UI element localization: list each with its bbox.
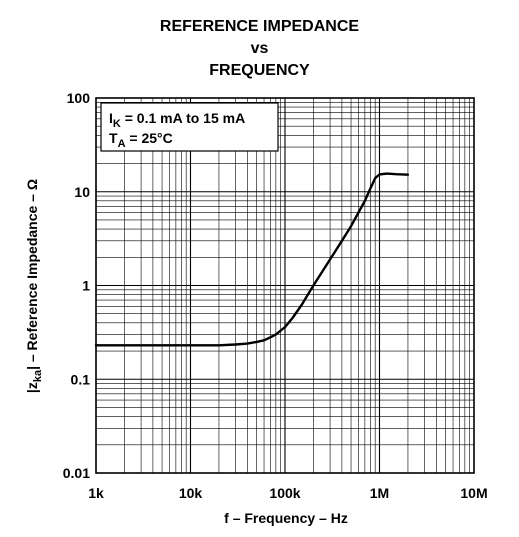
x-tick-label: 1k — [88, 485, 104, 501]
x-tick-label: 100k — [269, 485, 300, 501]
series-layer — [94, 172, 410, 347]
annotation-line-2: TA = 25°C — [109, 130, 173, 150]
plot-frame — [95, 97, 475, 474]
chart-title-line-1: REFERENCE IMPEDANCE — [159, 18, 360, 35]
y-axis-label: |zka| – Reference Impedance – Ω — [24, 179, 44, 393]
x-tick-label: 10M — [460, 485, 487, 501]
y-tick-labels: 0.01 0.1 1 10 100 — [63, 90, 90, 481]
grid-lines — [95, 98, 474, 474]
y-tick-label: 10 — [74, 184, 90, 200]
x-tick-labels: 1k 10k 100k 1M 10M — [88, 485, 487, 501]
y-tick-label: 100 — [67, 90, 91, 106]
y-tick-label: 1 — [82, 278, 90, 294]
x-tick-label: 10k — [179, 485, 203, 501]
chart-title-line-2: vs — [250, 40, 269, 57]
impedance-curve — [94, 172, 410, 347]
x-axis-label: f – Frequency – Hz — [224, 510, 348, 526]
y-tick-label: 0.1 — [71, 371, 91, 387]
annotation-box — [100, 102, 279, 152]
x-tick-label: 1M — [370, 485, 389, 501]
annotation-line-1: IK = 0.1 mA to 15 mA — [109, 110, 245, 130]
chart-title-line-3: FREQUENCY — [209, 62, 310, 79]
y-tick-label: 0.01 — [63, 465, 90, 481]
